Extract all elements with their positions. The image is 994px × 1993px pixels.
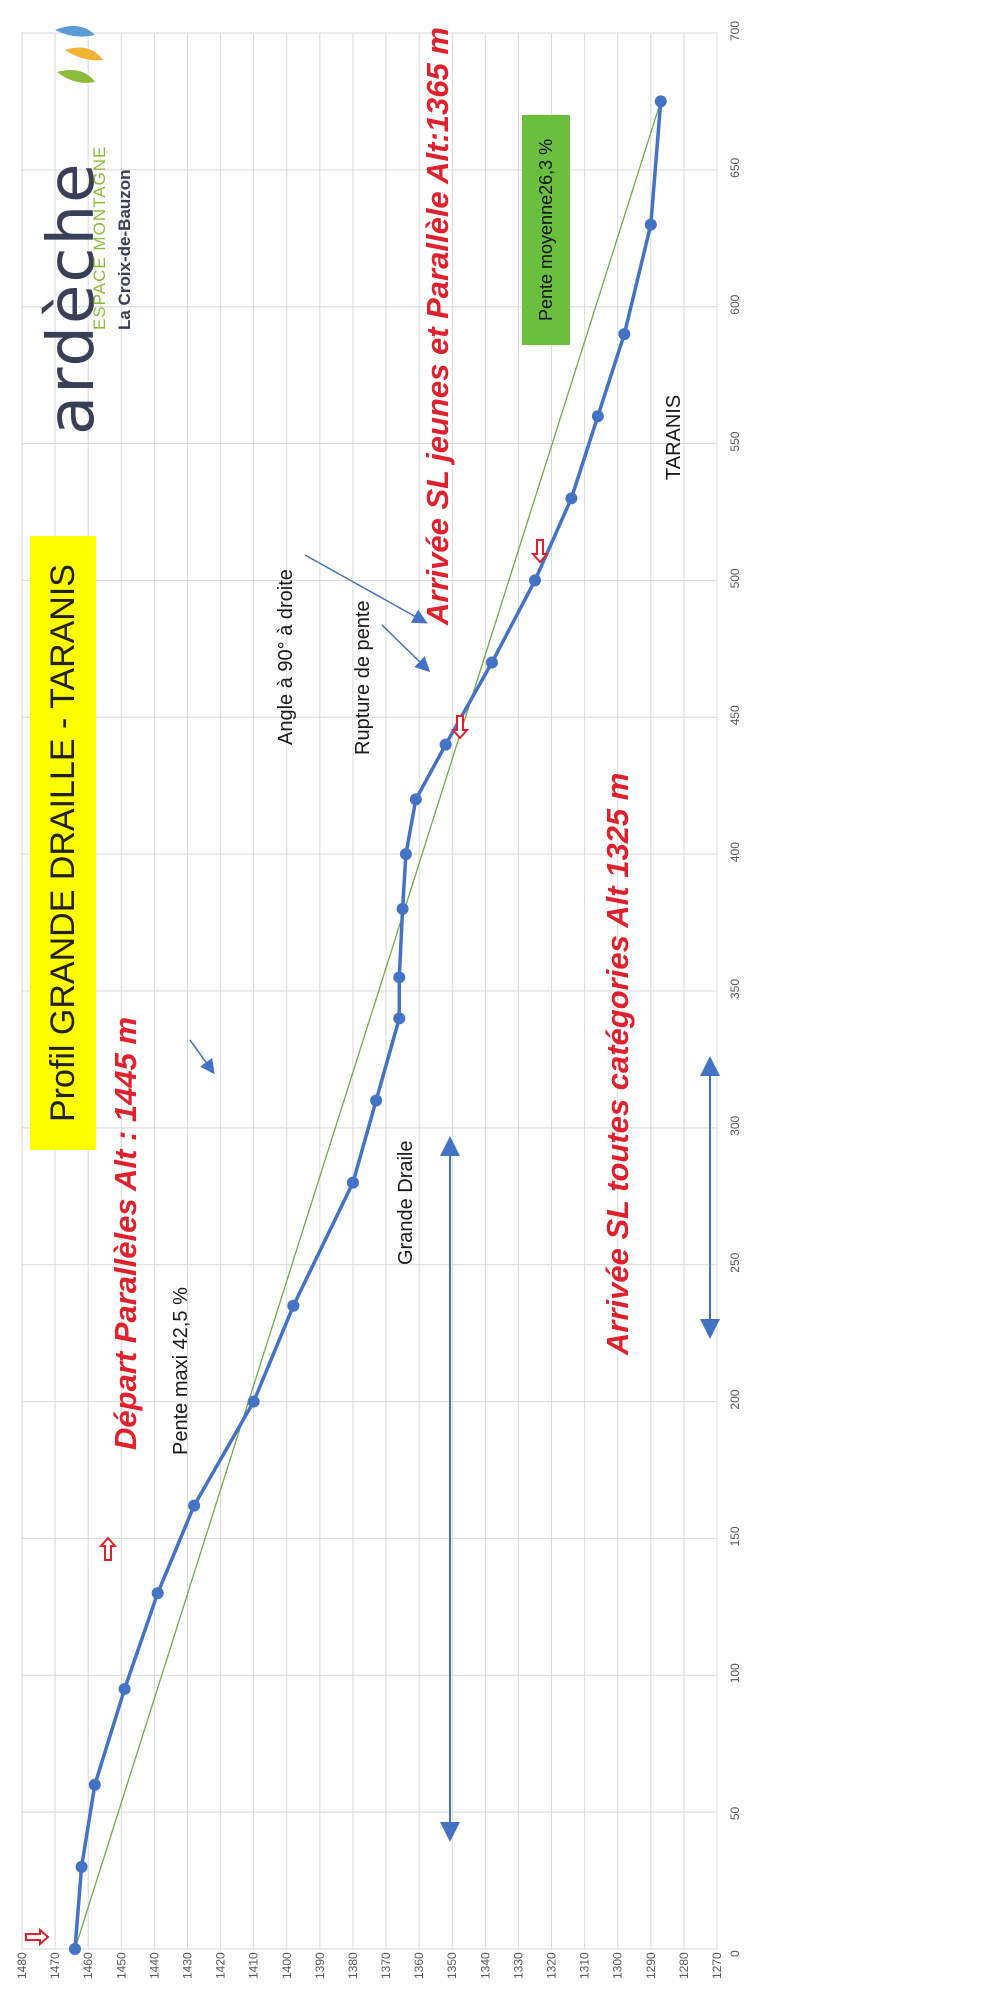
data-point [528,574,541,587]
data-point [399,848,412,861]
annotation-pente-maxi: Pente maxi 42,5 % [170,1287,192,1455]
y-tick-label: 1310 [578,1952,592,1979]
x-tick-label: 500 [728,568,742,588]
y-tick-label: 1430 [180,1952,194,1979]
logo-tagline: ESPACE MONTAGNE [90,145,109,330]
data-point [118,1682,131,1695]
x-tick-label: 650 [728,158,742,178]
data-point [247,1395,260,1408]
y-tick-label: 1440 [147,1952,161,1979]
data-point [393,971,406,984]
data-point [346,1176,359,1189]
start-marker-arrow [25,1927,50,1947]
pente-maxi-arrow [189,1039,215,1075]
data-point [75,1860,88,1873]
y-tick-label: 1380 [346,1952,360,1979]
y-tick-label: 1300 [611,1952,625,1979]
annotation-taranis: TARANIS [663,394,685,480]
x-tick-label: 350 [728,979,742,999]
y-tick-label: 1400 [280,1952,294,1979]
y-tick-label: 1390 [313,1952,327,1979]
x-tick-label: 0 [728,1950,742,1957]
data-point [654,95,667,108]
y-tick-label: 1270 [710,1952,724,1979]
x-tick-label: 600 [728,294,742,314]
data-point [68,1943,81,1955]
data-point [188,1499,201,1512]
x-tick-label: 700 [728,21,742,41]
logo-place: La Croix-de-Bauzon [115,169,134,330]
data-point [565,492,578,505]
x-tick-label: 550 [728,431,742,451]
leaf-icon [55,26,103,83]
data-point [644,218,657,231]
angle-arrow [304,554,428,624]
y-tick-label: 1330 [511,1952,525,1979]
y-tick-label: 1370 [379,1952,393,1979]
x-tick-label: 200 [728,1389,742,1409]
y-tick-label: 1470 [48,1952,62,1979]
rupture-arrow [381,624,431,673]
annotation-rupture-de-pente: Rupture de pente [352,600,374,755]
x-tick-label: 300 [728,1116,742,1136]
y-tick-label: 1340 [478,1952,492,1979]
y-tick-label: 1420 [214,1952,228,1979]
depart-pointer-arrow [98,1536,118,1561]
x-tick-label: 450 [728,705,742,725]
toutes-pointer-arrow [530,539,550,564]
y-tick-label: 1360 [412,1952,426,1979]
y-tick-label: 1410 [247,1952,261,1979]
annotation-angle-90: Angle à 90° à droite [275,569,297,745]
data-point [439,738,452,751]
data-point [591,410,604,423]
data-point [393,1012,406,1025]
x-tick-label: 250 [728,1252,742,1272]
y-tick-label: 1480 [15,1952,29,1979]
y-tick-label: 1450 [114,1952,128,1979]
annotation-grande-draile: Grande Draile [395,1140,417,1265]
annotation-arrivee-sl-toutes: Arrivée SL toutes catégories Alt 1325 m [600,772,635,1355]
data-point [485,656,498,669]
series-trend-line [74,101,662,1950]
y-tick-label: 1290 [644,1952,658,1979]
x-tick-label: 50 [728,1806,742,1820]
annotation-arrivee-sl-jeunes: Arrivée SL jeunes et Parallèle Alt:1365 … [420,27,455,625]
x-tick-label: 100 [728,1663,742,1683]
data-point [396,902,409,915]
y-tick-label: 1350 [445,1952,459,1979]
y-tick-label: 1320 [545,1952,559,1979]
data-point [151,1587,164,1600]
data-point [618,328,631,341]
annotation-depart: Départ Parallèles Alt : 1445 m [108,1016,143,1450]
jeunes-pointer-arrow [450,715,470,740]
data-point [409,793,422,806]
data-point [287,1299,300,1312]
x-tick-label: 150 [728,1526,742,1546]
data-point [88,1778,101,1791]
data-point [370,1094,383,1107]
y-tick-label: 1280 [677,1952,691,1979]
annotation-pente-moyenne: Pente moyenne26,3 % [522,114,570,345]
chart-title: Profil GRANDE DRAILLE - TARANIS [30,536,96,1150]
y-tick-label: 1460 [81,1952,95,1979]
x-tick-label: 400 [728,842,742,862]
